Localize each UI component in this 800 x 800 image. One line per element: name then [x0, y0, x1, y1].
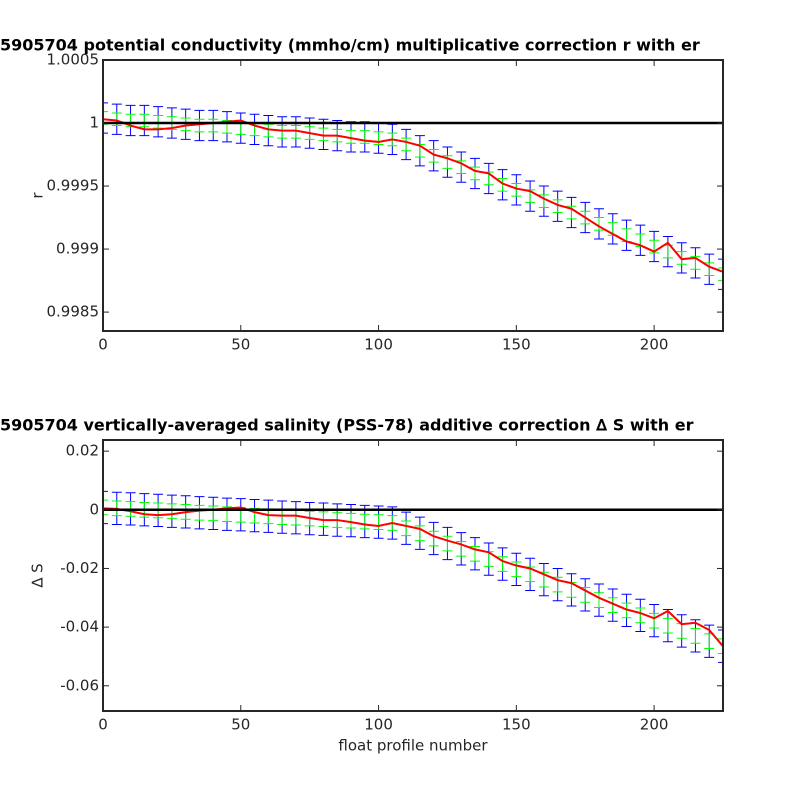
- x-tick-label: 0: [98, 716, 108, 734]
- y-tick-label: -0.06: [60, 676, 99, 694]
- x-axis-label: float profile number: [338, 737, 488, 755]
- y-axis-label: r: [29, 192, 47, 199]
- error-bar: [318, 127, 329, 142]
- error-bar: [277, 125, 288, 139]
- x-tick-label: 50: [231, 336, 250, 354]
- chart-title: 5905704 vertically-averaged salinity (PS…: [0, 416, 694, 435]
- y-tick-label: -0.04: [60, 618, 99, 636]
- y-tick-label: 0.9995: [47, 177, 100, 195]
- error-bar: [594, 217, 604, 231]
- error-bar: [649, 612, 660, 629]
- error-bar: [103, 102, 108, 134]
- error-bar: [428, 148, 439, 163]
- error-bar: [401, 137, 412, 152]
- error-bar: [635, 607, 646, 624]
- error-bar: [359, 513, 370, 530]
- error-bar: [346, 130, 356, 144]
- plot: [103, 102, 723, 290]
- error-bar: [208, 505, 219, 522]
- x-tick-label: 0: [98, 336, 108, 354]
- x-tick-label: 100: [364, 336, 393, 354]
- error-bar: [718, 267, 723, 282]
- error-bar: [552, 199, 563, 214]
- plot-area: [103, 60, 723, 331]
- y-tick-label: 1.0005: [47, 51, 100, 69]
- error-bar: [103, 490, 108, 525]
- x-tick-label: 50: [231, 716, 250, 734]
- error-bar: [497, 556, 508, 572]
- error-bar: [428, 530, 439, 547]
- error-bar: [290, 125, 301, 139]
- y-tick-label: 0.999: [56, 240, 99, 258]
- y-tick-label: 0: [89, 500, 99, 518]
- error-bar: [718, 258, 723, 290]
- error-bar: [718, 638, 723, 655]
- error-bar: [497, 177, 508, 192]
- y-tick-label: 1: [89, 114, 99, 132]
- error-bar: [511, 183, 522, 197]
- y-tick-label: 0.02: [66, 442, 99, 460]
- x-tick-label: 200: [640, 716, 669, 734]
- error-bar: [662, 617, 673, 634]
- y-tick-label: -0.02: [60, 559, 99, 577]
- error-bar: [103, 499, 108, 516]
- error-bar: [180, 117, 191, 132]
- axes-box: [102, 59, 724, 332]
- error-bar: [401, 520, 412, 537]
- axes-box: [102, 439, 724, 712]
- y-axis-label: ∆ S: [29, 563, 47, 588]
- error-bar: [704, 262, 715, 277]
- error-bar: [442, 535, 453, 552]
- error-bar: [470, 166, 480, 181]
- error-bar: [718, 629, 723, 663]
- error-bar: [607, 597, 618, 613]
- x-tick-label: 150: [502, 716, 531, 734]
- x-tick-label: 150: [502, 336, 531, 354]
- error-bar: [166, 503, 177, 520]
- error-bar: [194, 504, 205, 521]
- x-tick-label: 200: [640, 336, 669, 354]
- error-bar: [690, 628, 701, 644]
- error-bar: [511, 561, 522, 578]
- error-bar: [139, 113, 150, 128]
- x-tick-label: 100: [364, 716, 393, 734]
- error-bar: [373, 514, 384, 530]
- error-bar: [594, 592, 604, 608]
- error-bar: [103, 111, 108, 125]
- error-bar: [538, 194, 549, 208]
- error-bar: [194, 118, 205, 133]
- plot-area: [103, 440, 723, 711]
- y-tick-label: 0.9985: [47, 303, 100, 321]
- chart-title: 5905704 potential conductivity (mmho/cm)…: [0, 36, 700, 55]
- error-bar: [208, 118, 219, 133]
- error-bar: [346, 512, 356, 529]
- error-bar: [263, 123, 274, 138]
